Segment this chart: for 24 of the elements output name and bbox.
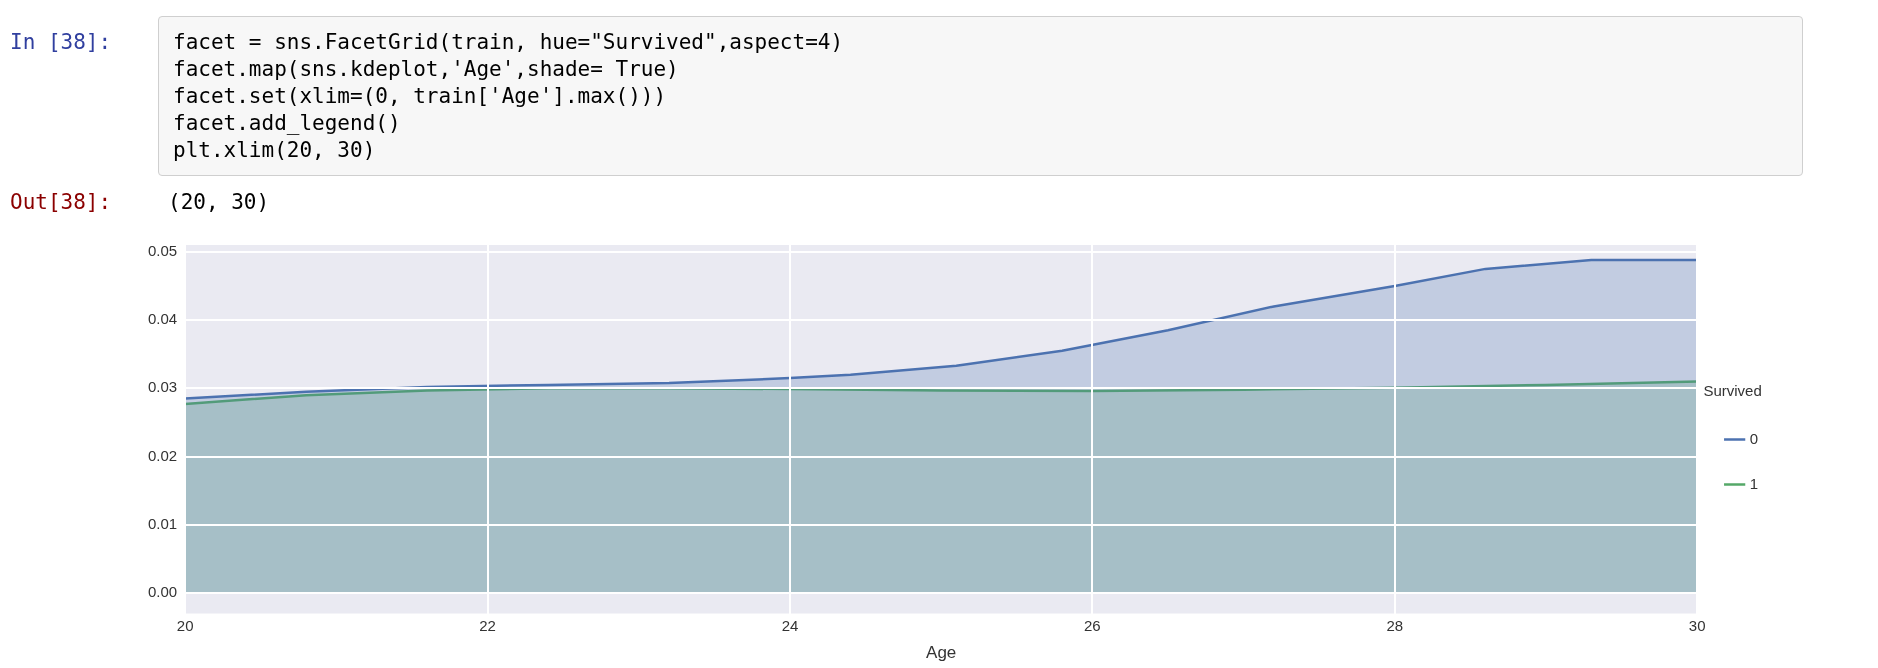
legend-label: 0 [1749,429,1758,447]
text: facet.add_legend() [173,110,402,137]
x-tick-label: 26 [1084,616,1101,634]
text: facet = sns.FacetGrid(train, hue="Survived",aspect=4) [173,29,845,56]
y-tick-label: 0.00 [147,583,178,601]
x-tick-label: 24 [781,616,799,634]
legend-title: Survived [1703,381,1762,399]
text: (20, 30) [168,190,270,214]
x-tick-label: 22 [479,616,496,634]
x-tick-label: 20 [176,616,194,634]
text: facet.map(sns.kdeplot,'Age',shade= True) [173,56,680,83]
y-tick-label: 0.01 [147,515,178,532]
legend-label: 1 [1749,474,1758,492]
y-tick-label: 0.04 [147,310,178,328]
text: facet.set(xlim=(0, train['Age'].max())) [173,83,668,110]
x-tick-label: 30 [1688,616,1706,634]
y-tick-label: 0.05 [147,241,178,259]
y-tick-label: 0.02 [147,446,178,464]
text: In [38]: [10,30,112,54]
text: Out[38]: [10,190,112,214]
y-tick-label: 0.03 [147,378,178,396]
x-axis-title: Age [926,643,957,663]
x-tick-label: 28 [1386,616,1404,634]
text: plt.xlim(20, 30) [173,137,377,164]
